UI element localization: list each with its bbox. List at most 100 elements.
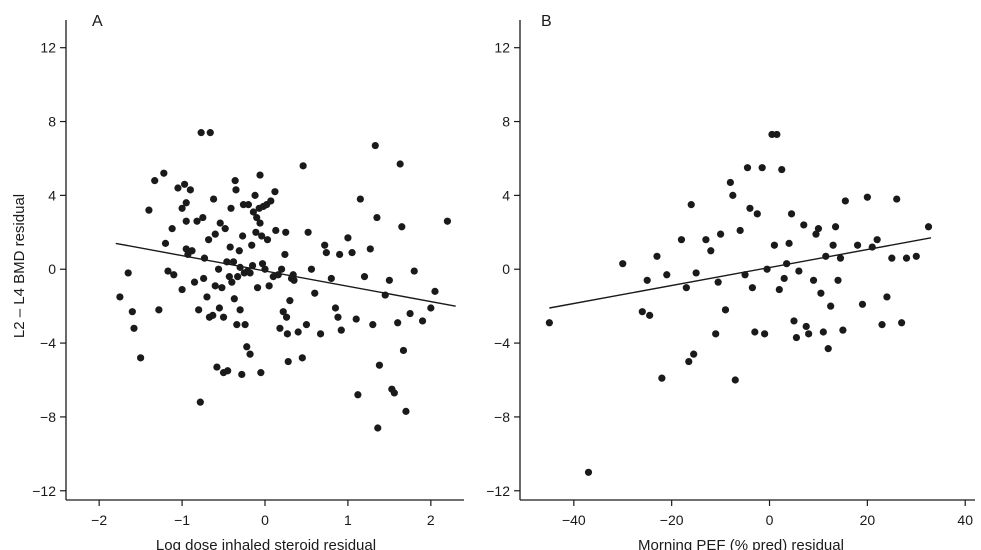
panel-b-data-point — [878, 321, 886, 329]
panel-a-data-point — [203, 293, 211, 301]
panel-a-y-tick-label: 4 — [48, 187, 56, 203]
panel-a-data-point — [336, 250, 344, 259]
panel-b-x-axis-title: Morning PEF (% pred) residual — [638, 537, 844, 550]
panel-a-data-point — [294, 328, 302, 336]
panel-a-data-point — [248, 261, 257, 270]
panel-a-data-point — [182, 199, 190, 207]
panel-a-data-point — [214, 265, 223, 273]
panel-b-data-point — [748, 284, 756, 292]
panel-b-data-point — [902, 254, 911, 262]
panel-b-data-point — [638, 308, 646, 316]
panel-b-data-point — [751, 328, 759, 336]
panel-a-data-point — [381, 291, 389, 299]
panel-a-y-tick-label: −12 — [32, 483, 56, 499]
panel-a-data-point — [371, 141, 379, 150]
panel-b-data-point — [753, 210, 761, 218]
panel-b-data-point — [863, 193, 871, 201]
panel-b-data-point — [663, 271, 671, 279]
panel-a-data-point — [249, 208, 257, 216]
panel-a-x-axis-title: Log dose inhaled steroid residual — [156, 537, 376, 550]
panel-a-x-tick-label: −1 — [174, 512, 190, 528]
panel-a-y-tick-label: 12 — [40, 40, 56, 56]
panel-b-y-tick-label: 8 — [502, 114, 510, 130]
panel-a-data-point — [272, 226, 280, 235]
panel-a-data-point — [200, 254, 209, 262]
panel-a-data-point — [290, 276, 298, 284]
panel-b-data-point — [790, 317, 798, 325]
panel-a-data-point — [271, 188, 279, 196]
panel-a-data-point — [256, 219, 264, 227]
panel-a-data-point — [235, 247, 243, 255]
panel-b-data-point — [685, 357, 693, 366]
panel-a-data-point — [182, 217, 190, 225]
panel-a-data-point — [354, 391, 362, 399]
panel-b-data-point — [785, 239, 793, 247]
panel-a-data-point — [337, 326, 345, 334]
panel-a-data-point — [155, 306, 163, 314]
panel-a-data-point — [193, 217, 201, 225]
panel-a-data-point — [322, 249, 330, 257]
panel-b-data-point — [817, 289, 825, 297]
panel-b-axes — [519, 20, 975, 501]
panel-b-data-point — [731, 376, 739, 384]
panel-b-data-point — [836, 254, 845, 262]
panel-a-data-point — [238, 370, 246, 379]
panel-a-data-point — [195, 306, 203, 314]
panel-a-data-point — [375, 361, 384, 369]
panel-b-y-tick-label: 12 — [494, 40, 510, 56]
panel-a-data-point — [253, 213, 261, 222]
panel-a-data-point — [199, 213, 207, 222]
panel-a-x-tick-label: −2 — [91, 512, 107, 528]
panel-a-data-point — [116, 293, 124, 301]
panel-b-data-point — [814, 225, 823, 233]
panel-a-data-point — [331, 304, 340, 312]
panel-b-data-point — [809, 276, 818, 284]
panel-a-data-point — [352, 315, 360, 323]
panel-a-points — [116, 129, 452, 432]
panel-b-data-point — [677, 236, 686, 244]
panel-b-data-point — [545, 319, 553, 327]
panel-a-data-point — [256, 171, 264, 179]
panel-a-data-point — [190, 278, 199, 286]
panel-a-y-tick-label: 8 — [48, 114, 56, 130]
panel-b-data-point — [702, 236, 710, 244]
panel-a-data-point — [160, 169, 168, 177]
panel-a-data-point — [161, 239, 170, 247]
panel-b-data-point — [692, 269, 700, 277]
panel-a-data-point — [410, 267, 418, 275]
panel-a-letter: A — [92, 13, 103, 30]
panel-b-data-point — [783, 260, 791, 268]
panel-b-data-point — [619, 260, 627, 268]
panel-a-data-point — [219, 313, 228, 321]
panel-b-data-point — [819, 328, 827, 336]
panel-a-x-tick-label: 0 — [261, 512, 269, 528]
panel-b-data-point — [712, 330, 720, 338]
panel-b-data-point — [787, 210, 796, 218]
panel-a-regression-line — [115, 242, 456, 307]
panel-a-data-point — [304, 228, 312, 236]
panel-a-fit-line — [115, 242, 456, 307]
panel-b-data-point — [687, 201, 695, 209]
panel-a-data-point — [398, 223, 406, 231]
panel-a-data-point — [186, 186, 194, 194]
panel-a-data-point — [316, 330, 325, 338]
panel-a-data-point — [366, 245, 374, 253]
panel-a-y-tick-label: −4 — [40, 335, 56, 351]
panel-b-data-point — [812, 230, 820, 238]
panel-a-y-tick-label: 0 — [48, 261, 56, 277]
panel-b-data-point — [831, 223, 840, 231]
panel-a-data-point — [385, 276, 393, 284]
panel-a-data-point — [211, 282, 219, 290]
panel-a-x-tick-label: 2 — [427, 512, 435, 528]
panel-b-fit-line — [549, 237, 932, 309]
panel-b-data-point — [827, 302, 835, 310]
panel-b-data-point — [643, 276, 651, 284]
panel-b-data-point — [853, 241, 862, 249]
panel-b-data-point — [824, 345, 832, 353]
panel-a-data-point — [298, 354, 306, 362]
panel-b-data-point — [868, 243, 876, 251]
panel-a-data-point — [369, 321, 377, 329]
